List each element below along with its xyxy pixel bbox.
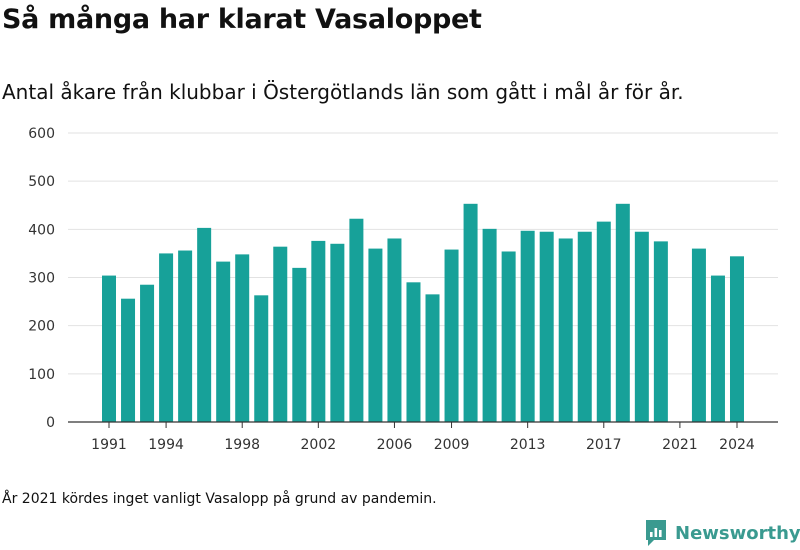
bar-2009: [444, 249, 459, 422]
y-tick-label: 400: [28, 222, 55, 238]
x-tick-label: 1998: [224, 437, 260, 453]
newsworthy-logo-icon: [646, 520, 666, 546]
x-tick-label: 2017: [586, 437, 622, 453]
bar-2017: [596, 221, 611, 422]
bar-2004: [349, 218, 364, 422]
bar-2010: [463, 203, 478, 422]
y-tick-label: 200: [28, 319, 55, 335]
x-axis-ticks: 1991 1994 1998 2002 2006 2009 2013 2017 2021 2024: [91, 422, 755, 453]
x-tick-label: 2013: [510, 437, 546, 453]
y-tick-label: 500: [28, 174, 55, 190]
x-tick-label: 2021: [662, 437, 698, 453]
bar-2024: [729, 256, 744, 422]
bar-1995: [178, 250, 193, 422]
bar-2013: [520, 230, 535, 422]
bar-2023: [710, 275, 725, 422]
bar-2016: [577, 231, 592, 422]
bar-2002: [311, 240, 326, 422]
footnote: År 2021 kördes inget vanligt Vasalopp på…: [2, 491, 437, 507]
chart-title: Så många har klarat Vasaloppet: [2, 4, 482, 35]
y-tick-label: 100: [28, 367, 55, 383]
y-tick-label: 300: [28, 271, 55, 287]
bar-2019: [634, 231, 649, 422]
bar-2020: [653, 241, 668, 422]
bar-2015: [558, 238, 573, 422]
brand-logo: Newsworthy: [644, 519, 800, 547]
bar-2007: [406, 282, 421, 422]
bar-chart: 0 100 200 300 400 500 600 1991 1994 1998 2002 2006…: [28, 126, 778, 453]
bar-2011: [482, 228, 497, 422]
bar-2000: [273, 246, 288, 422]
x-tick-label: 1991: [91, 437, 127, 453]
bar-2006: [387, 238, 402, 422]
y-axis-ticks: 0 100 200 300 400 500 600: [28, 126, 55, 431]
bar-1991: [102, 275, 116, 422]
chart-subtitle: Antal åkare från klubbar i Östergötlands…: [2, 80, 684, 104]
bar-2022: [691, 248, 706, 422]
bar-2003: [330, 243, 345, 422]
bar-1997: [216, 261, 231, 422]
x-tick-label: 2024: [719, 437, 755, 453]
bar-2014: [539, 231, 554, 422]
bars: [102, 203, 744, 422]
gridlines: [68, 132, 778, 375]
bar-2018: [615, 203, 630, 422]
bar-1998: [235, 254, 250, 422]
x-tick-label: 2009: [434, 437, 470, 453]
y-tick-label: 0: [46, 415, 55, 431]
bar-1999: [254, 295, 269, 422]
bar-1993: [140, 284, 155, 422]
bar-2001: [292, 267, 307, 422]
bar-2008: [425, 294, 440, 422]
bar-2005: [368, 248, 383, 422]
y-tick-label: 600: [28, 126, 55, 142]
bar-1994: [159, 253, 174, 422]
x-tick-label: 1994: [148, 437, 184, 453]
bar-1992: [121, 298, 136, 422]
bar-2012: [501, 251, 516, 422]
brand-name: Newsworthy: [675, 522, 800, 544]
bar-1996: [197, 227, 212, 422]
x-tick-label: 2002: [301, 437, 337, 453]
x-tick-label: 2006: [377, 437, 413, 453]
